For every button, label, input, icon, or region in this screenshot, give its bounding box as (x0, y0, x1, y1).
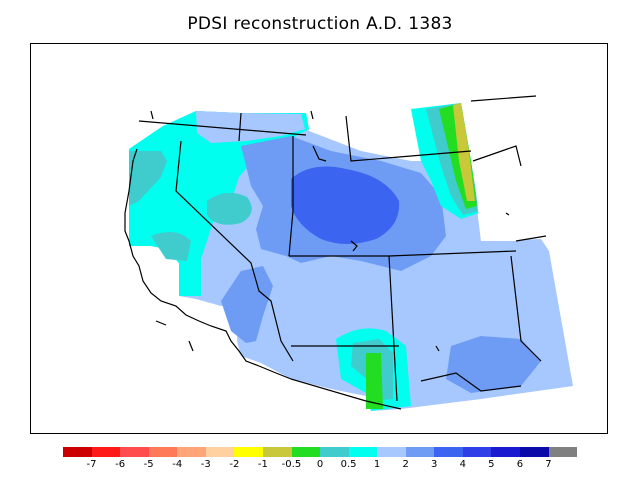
colorbar-tick-label: 3 (431, 459, 438, 470)
border-ks (515, 235, 547, 242)
colorbar-tick-label: 5 (488, 459, 495, 470)
lake-5 (435, 345, 440, 352)
border-or-id (138, 120, 307, 136)
colorbar-tick-label: 4 (459, 459, 466, 470)
border-co-nm (388, 250, 517, 257)
lakes (150, 110, 510, 352)
colorbar-tick-label: 0.5 (340, 459, 357, 470)
colorbar-swatch (262, 447, 292, 457)
colorbar-tick-label: -1 (257, 459, 268, 470)
colorbar-tick-label: 7 (545, 459, 552, 470)
colorbar-tick-label: -3 (200, 459, 211, 470)
colorbar-tick-label: 1 (373, 459, 381, 470)
colorbar-swatch (520, 447, 549, 457)
colorbar-ticks: -7 -6 -5 -4 -3 -2 -1 -0.5 0 0.5 1 2 3 4 5 6 7 (0, 459, 640, 475)
lake-7 (188, 340, 194, 352)
field-nw-teal-blob (207, 192, 252, 225)
pdsi-map (124, 95, 573, 411)
colorbar-swatch (462, 447, 492, 457)
boundaries (124, 95, 547, 410)
colorbar-swatch (548, 447, 578, 457)
field-mid-blue-south (221, 266, 273, 343)
colorbar-swatch (377, 447, 406, 457)
colorbar-tick-label: -6 (115, 459, 126, 470)
field-ne-blank (471, 141, 521, 241)
border-wy (345, 115, 472, 162)
border-ne (470, 95, 537, 167)
colorbar-tick-label: -5 (143, 459, 154, 470)
colorbar-swatch (148, 447, 178, 457)
field-mid-blue-se (446, 336, 541, 393)
border-id-mt (288, 136, 294, 257)
colorbar-swatch (234, 447, 263, 457)
lake-6 (505, 212, 510, 216)
colorbar-swatch (320, 447, 349, 457)
colorbar-swatch (405, 447, 435, 457)
field-deep-blue-core (291, 166, 400, 244)
field-nw-top-lightblue (196, 111, 305, 143)
colorbar-tick-label: 6 (516, 459, 524, 470)
colorbar-tick-label: -0.5 (281, 459, 302, 470)
colorbar-swatch (348, 447, 378, 457)
lake-8 (155, 320, 167, 326)
border-ca-nv (175, 140, 294, 362)
border-id-wy (238, 112, 242, 142)
colorbar-swatch (434, 447, 463, 457)
field-south-green (366, 353, 383, 409)
border-mexico (290, 378, 402, 410)
border-ut-co (388, 255, 398, 402)
field-nw-teal (129, 151, 167, 206)
colorbar (63, 447, 578, 457)
colorbar-swatch (177, 447, 206, 457)
border-se (420, 372, 522, 392)
colorbar-tick-label: -2 (229, 459, 240, 470)
lake-2 (310, 110, 314, 120)
colorbar-tick-label: -4 (172, 459, 183, 470)
colorbar-swatch (291, 447, 321, 457)
map-frame (30, 43, 608, 434)
colorbar-swatch (120, 447, 149, 457)
field-nw-teal-west (151, 232, 191, 261)
lake-1 (150, 110, 154, 120)
colorbar-swatch (491, 447, 520, 457)
colorbar-swatch (63, 447, 92, 457)
colorbar-swatch (91, 447, 121, 457)
coastline (124, 148, 292, 380)
lake-3 (312, 145, 327, 162)
border-nm-tx (510, 255, 542, 362)
lake-4 (350, 240, 358, 252)
colorbar-swatch (205, 447, 235, 457)
map-title: PDSI reconstruction A.D. 1383 (187, 14, 453, 34)
colorbar-tick-label: 2 (402, 459, 409, 470)
colorbar-tick-label: -7 (86, 459, 97, 470)
colorbar-tick-label: 0 (316, 459, 324, 470)
